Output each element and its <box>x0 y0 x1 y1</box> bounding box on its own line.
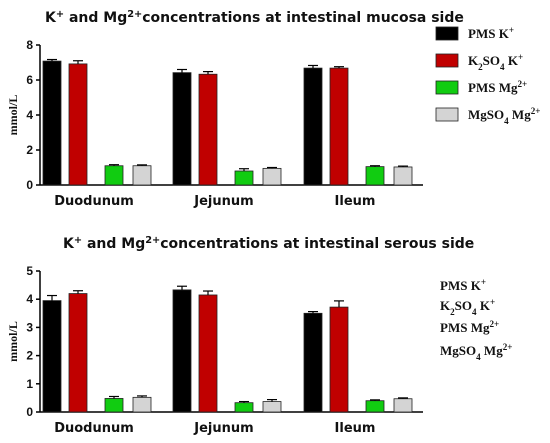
bar <box>329 67 349 186</box>
legend-label: MgSO4 Mg2+ <box>440 342 512 362</box>
legend-swatch <box>435 80 459 95</box>
chart-title: K+ and Mg2+concentrations at intestinal … <box>63 235 474 253</box>
bar <box>262 167 282 186</box>
x-category-label: Jejunum <box>193 194 253 209</box>
legend-swatch <box>435 26 459 41</box>
y-tick-label: 4 <box>26 292 33 306</box>
y-tick-label: 2 <box>26 349 33 363</box>
bar <box>42 60 62 186</box>
y-tick-label: 1 <box>26 377 33 391</box>
legend-label: PMS Mg2+ <box>440 319 499 335</box>
x-category-label: Jejunum <box>193 421 253 436</box>
bar <box>234 170 254 186</box>
legend-label: K2SO4 K+ <box>440 297 495 317</box>
y-axis-label: mmol/L <box>6 95 20 136</box>
bar <box>365 166 385 186</box>
legend-label: PMS K+ <box>440 277 486 293</box>
bar <box>393 166 413 186</box>
bar <box>104 165 124 186</box>
y-tick-label: 4 <box>26 108 33 122</box>
bar <box>68 293 88 413</box>
chart-title: K+ and Mg2+concentrations at intestinal … <box>45 9 464 27</box>
y-tick-label: 3 <box>26 320 33 334</box>
chart-panel-1: K+ and Mg2+concentrations at intestinal … <box>6 9 540 210</box>
bar <box>172 72 192 186</box>
y-tick-label: 5 <box>26 264 33 278</box>
chart-panel-2: K+ and Mg2+concentrations at intestinal … <box>6 235 512 437</box>
bar <box>303 67 323 186</box>
bar <box>172 289 192 413</box>
bar <box>303 312 323 413</box>
x-category-label: Ileum <box>335 421 376 436</box>
bar <box>132 165 152 186</box>
bar <box>329 306 349 413</box>
bar <box>104 398 124 413</box>
y-tick-label: 0 <box>26 405 33 419</box>
x-category-label: Duodunum <box>54 421 134 436</box>
y-tick-label: 6 <box>26 73 33 87</box>
legend-swatch <box>435 53 459 68</box>
y-tick-label: 0 <box>26 178 33 192</box>
x-category-label: Ileum <box>335 194 376 209</box>
legend-label: PMS K+ <box>468 25 514 41</box>
legend-label: PMS Mg2+ <box>468 79 527 95</box>
bar <box>68 63 88 186</box>
x-category-label: Duodunum <box>54 194 134 209</box>
bar <box>132 396 152 413</box>
legend-label: MgSO4 Mg2+ <box>468 106 540 126</box>
bar <box>365 400 385 413</box>
legend-label: K2SO4 K+ <box>468 52 523 72</box>
y-tick-label: 2 <box>26 143 33 157</box>
bar <box>393 398 413 413</box>
legend-swatch <box>435 107 459 122</box>
bar <box>42 300 62 413</box>
bar <box>198 294 218 413</box>
y-tick-label: 8 <box>26 38 33 52</box>
bar <box>234 402 254 413</box>
bar <box>262 401 282 413</box>
y-axis-label: mmol/L <box>6 321 20 362</box>
bar <box>198 73 218 186</box>
